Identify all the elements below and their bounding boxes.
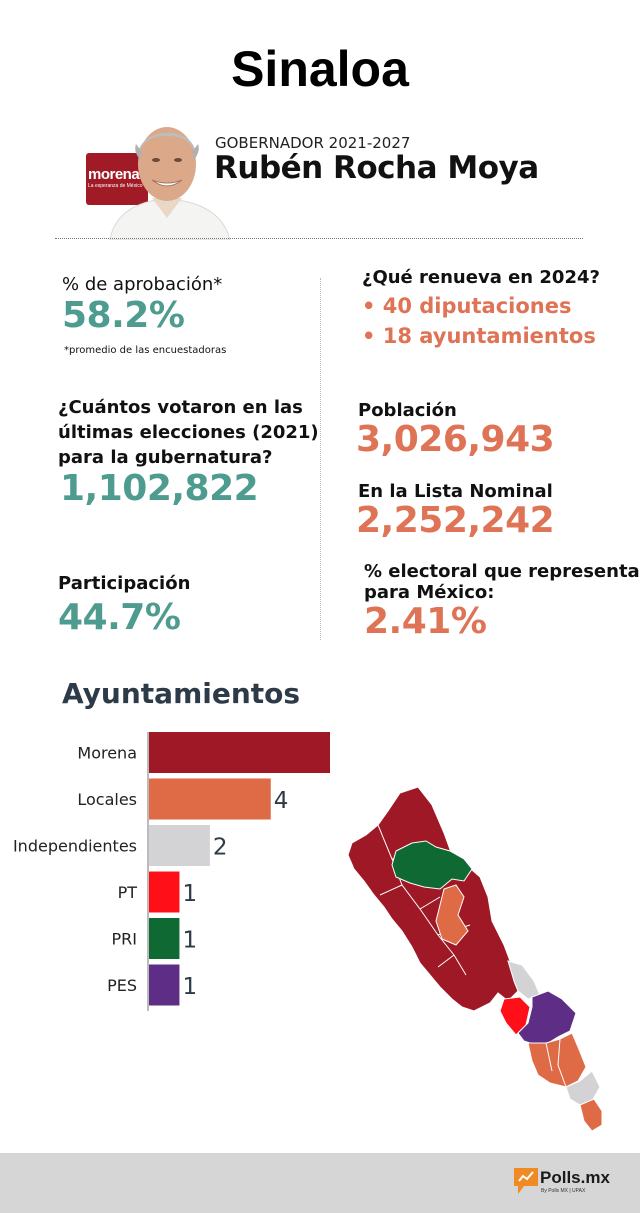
map-region-locales-tip [579, 1098, 603, 1132]
votes-label-line-1: ¿Cuántos votaron en las [58, 397, 303, 418]
votes-label-line-2: últimas elecciones (2021) [58, 422, 319, 443]
map-region-locales-central [435, 884, 469, 946]
approval-label: % de aprobación* [62, 274, 223, 295]
bar-category-pes: PES [107, 976, 137, 995]
participation-value: 44.7% [58, 597, 181, 638]
governor-portrait-icon [109, 127, 231, 240]
page-title: Sinaloa [231, 41, 409, 97]
bar-category-pri: PRI [112, 930, 137, 949]
map-region-morena [347, 786, 519, 1012]
bar-pes [149, 964, 180, 1006]
nominal-value: 2,252,242 [356, 500, 555, 541]
approval-value: 58.2% [62, 295, 185, 336]
morena-logo-tagline: La esperanza de México [88, 183, 143, 189]
nominal-label: En la Lista Nominal [358, 481, 553, 502]
bar-morena [149, 732, 330, 773]
map-region-pri [391, 840, 473, 890]
bar-value-pes: 1 [182, 974, 197, 1000]
approval-footnote: *promedio de las encuestadoras [64, 345, 227, 356]
map-region-locales-south [527, 1032, 587, 1088]
sinaloa-municipalities-map [347, 786, 603, 1132]
bar-independientes [149, 825, 210, 866]
electoral-share-label-line-1: % electoral que representa [364, 561, 640, 582]
column-divider [320, 278, 321, 640]
bar-value-locales: 4 [274, 788, 289, 814]
divider [55, 238, 583, 239]
votes-value: 1,102,822 [60, 468, 259, 509]
electoral-share-label-line-2: para México: [364, 582, 495, 603]
bar-category-pt: PT [118, 883, 138, 902]
footer-brand: Polls.mx [540, 1168, 610, 1187]
population-label: Población [358, 400, 457, 421]
footer-sub: By Polls MX | UPAX [541, 1188, 586, 1194]
bar-pt [149, 871, 180, 913]
bar-category-locales: Locales [77, 790, 137, 809]
chart-title: Ayuntamientos [62, 677, 301, 710]
renews-label: ¿Qué renueva en 2024? [362, 267, 600, 288]
morena-logo: morena La esperanza de México [86, 153, 148, 205]
morena-logo-text: morena [88, 166, 140, 183]
electoral-share-value: 2.41% [364, 601, 487, 642]
bar-locales [149, 778, 271, 820]
population-value: 3,026,943 [356, 419, 555, 460]
bar-value-independientes: 2 [213, 835, 228, 861]
renews-item-diputaciones: • 40 diputaciones [362, 294, 572, 318]
participation-label: Participación [58, 573, 191, 594]
bar-category-morena: Morena [77, 744, 137, 763]
bar-category-independientes: Independientes [13, 837, 137, 856]
bar-value-pri: 1 [182, 928, 197, 954]
ayuntamientos-bar-chart: Morena9Locales4Independientes2PT1PRI1PES… [13, 732, 330, 1011]
governor-term-label: GOBERNADOR 2021-2027 [215, 134, 411, 152]
governor-photo [100, 110, 234, 240]
governor-name: Rubén Rocha Moya [214, 150, 539, 186]
bar-pri [149, 918, 180, 959]
votes-label-line-3: para la gubernatura? [58, 447, 273, 468]
renews-item-ayuntamientos: • 18 ayuntamientos [362, 324, 596, 348]
bar-value-pt: 1 [182, 881, 197, 907]
map-region-independientes-lower [565, 1070, 601, 1106]
polls-logo-icon [514, 1168, 538, 1194]
